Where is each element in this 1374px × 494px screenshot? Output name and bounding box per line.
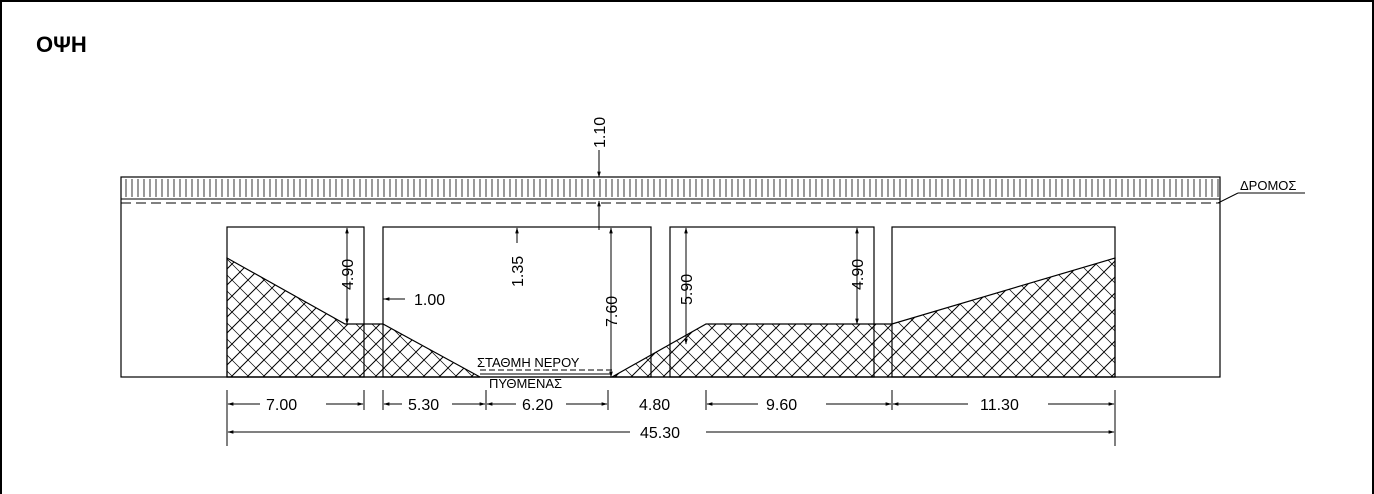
dim-span-4: 4.80 <box>639 397 670 414</box>
dim-span-1: 7.00 <box>266 397 297 414</box>
vertical-dimensions <box>345 150 859 378</box>
deck-hatching <box>125 179 1219 197</box>
dim-pier-top-gap: 1.35 <box>510 256 527 287</box>
road-leader <box>1217 192 1239 204</box>
span-dimensions <box>226 390 1116 446</box>
dim-pier-width: 1.00 <box>414 292 445 309</box>
dim-span-2: 5.30 <box>408 397 439 414</box>
drawing-title: ΟΨΗ <box>36 32 87 57</box>
water-level-label: ΣΤΑΘΜΗ ΝΕΡΟΥ <box>477 355 580 370</box>
dim-span-3: 6.20 <box>522 397 553 414</box>
riverbed-label: ΠΥΘΜΕΝΑΣ <box>489 376 562 391</box>
dim-right-pier-height: 4.90 <box>850 259 867 290</box>
dim-clearance: 7.60 <box>604 296 621 327</box>
embankment-fill <box>226 256 1116 378</box>
dim-span-6: 11.30 <box>980 397 1019 414</box>
opening-2 <box>382 226 652 378</box>
dim-deck-thickness: 1.10 <box>592 117 609 148</box>
dim-total: 45.30 <box>640 425 680 442</box>
dim-right-opening: 5.90 <box>679 274 696 305</box>
dim-span-5: 9.60 <box>766 397 797 414</box>
dim-left-pier-height: 4.90 <box>340 259 357 290</box>
road-label: ΔΡΟΜΟΣ <box>1240 178 1296 193</box>
